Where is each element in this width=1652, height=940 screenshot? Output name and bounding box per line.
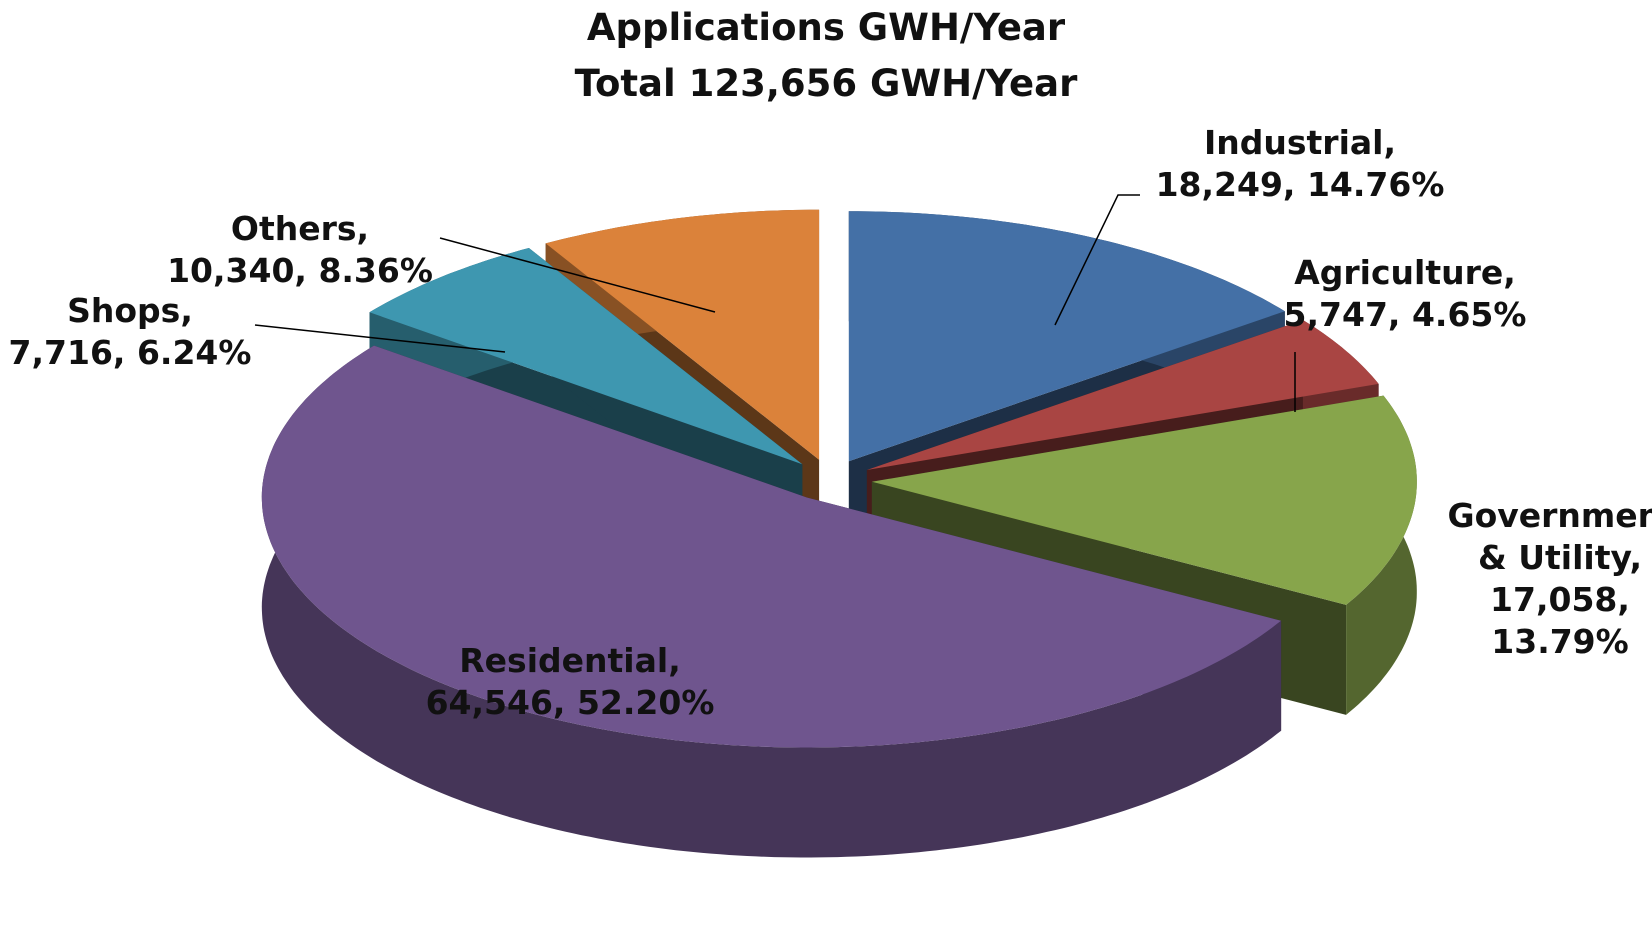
slice: [545, 209, 820, 460]
label-part: 5,747: [1283, 295, 1388, 334]
leader-line: [1054, 194, 1140, 326]
chart-subtitle: Total 123,656 GWH/Year: [574, 62, 1078, 105]
label-part: 52.20%: [576, 683, 715, 722]
label-part: 14.76%: [1306, 165, 1445, 204]
label-part: Shops: [67, 291, 181, 330]
leader-line: [254, 324, 506, 353]
data-label: Shops, 7,716, 6.24%: [8, 291, 252, 372]
label-part: 6.24%: [136, 333, 252, 372]
label-part: 4.65%: [1411, 295, 1527, 334]
data-label: Government & Utility, 17,058, 13.79%: [1448, 495, 1652, 663]
label-part: 13.79%: [1491, 622, 1629, 661]
slice: [261, 345, 1282, 858]
label-part: Industrial: [1203, 123, 1384, 162]
label-part: 7,716: [8, 333, 113, 372]
label-part: Residential: [459, 641, 669, 680]
slice: [369, 248, 803, 465]
data-label: Agriculture, 5,747, 4.65%: [1283, 253, 1527, 334]
label-part: 64,546: [425, 683, 553, 722]
label-part: 8.36%: [318, 251, 433, 290]
data-label: Others, 10,340, 8.36%: [167, 209, 433, 290]
label-part: Agriculture: [1294, 253, 1504, 292]
label-part: 17,058: [1490, 580, 1618, 619]
slice: [871, 395, 1417, 605]
label-part: 10,340: [167, 251, 295, 290]
leader-line: [439, 237, 716, 313]
slice: [866, 320, 1379, 470]
slice-side: [261, 345, 1282, 858]
slice: [261, 345, 1282, 748]
chart-title: Applications GWH/Year: [586, 6, 1066, 49]
label-part: Others: [230, 209, 357, 248]
data-label: Residential, 64,546, 52.20%: [425, 641, 715, 722]
data-label: Industrial, 18,249, 14.76%: [1155, 123, 1445, 204]
slice: [848, 211, 1285, 462]
label-part: Government & Utility: [1447, 496, 1652, 577]
label-part: 18,249: [1155, 165, 1283, 204]
